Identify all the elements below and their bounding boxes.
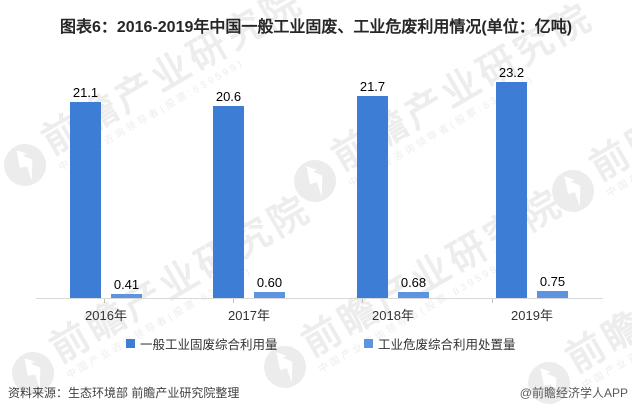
bar-series2-2019年 <box>537 291 568 298</box>
x-axis-tick <box>233 299 234 303</box>
x-axis-label-2019年: 2019年 <box>511 308 553 323</box>
value-label-series1-2018年: 21.7 <box>359 79 386 94</box>
x-axis-tick <box>104 299 105 303</box>
value-label-series1-2016年: 21.1 <box>72 85 99 100</box>
x-axis-label-2016年: 2016年 <box>85 308 127 323</box>
value-label-series2-2016年: 0.41 <box>113 277 140 292</box>
legend-item-series2: 工业危废综合利用处置量 <box>364 334 516 353</box>
legend-marker-icon <box>126 339 135 348</box>
bar-series1-2018年 <box>357 96 388 298</box>
value-label-series2-2019年: 0.75 <box>539 274 566 289</box>
x-axis-label-2017年: 2017年 <box>228 308 270 323</box>
x-axis-tick <box>362 299 363 303</box>
bar-series2-2018年 <box>398 292 429 298</box>
value-label-series2-2018年: 0.68 <box>400 275 427 290</box>
bar-series1-2017年 <box>213 106 244 298</box>
source-note: 资料来源：生态环境部 前瞻产业研究院整理 <box>8 386 240 400</box>
bar-series2-2016年 <box>111 294 142 298</box>
x-axis-line <box>36 298 603 299</box>
legend-item-series1: 一般工业固废综合利用量 <box>126 334 278 353</box>
legend-label: 一般工业固废综合利用量 <box>140 338 278 352</box>
bar-series2-2017年 <box>254 292 285 298</box>
legend-marker-icon <box>364 339 373 348</box>
bar-series1-2019年 <box>496 82 527 298</box>
bar-series1-2016年 <box>70 102 101 298</box>
value-label-series1-2017年: 20.6 <box>215 89 242 104</box>
value-label-series2-2017年: 0.60 <box>256 275 283 290</box>
value-label-series1-2019年: 23.2 <box>498 65 525 80</box>
credit-note: @前瞻经济学人APP <box>519 386 628 400</box>
x-axis-label-2018年: 2018年 <box>372 308 414 323</box>
chart-title: 图表6：2016-2019年中国一般工业固废、工业危废利用情况(单位：亿吨) <box>59 19 573 36</box>
legend-label: 工业危废综合利用处置量 <box>378 338 516 352</box>
x-axis-tick <box>492 299 493 303</box>
